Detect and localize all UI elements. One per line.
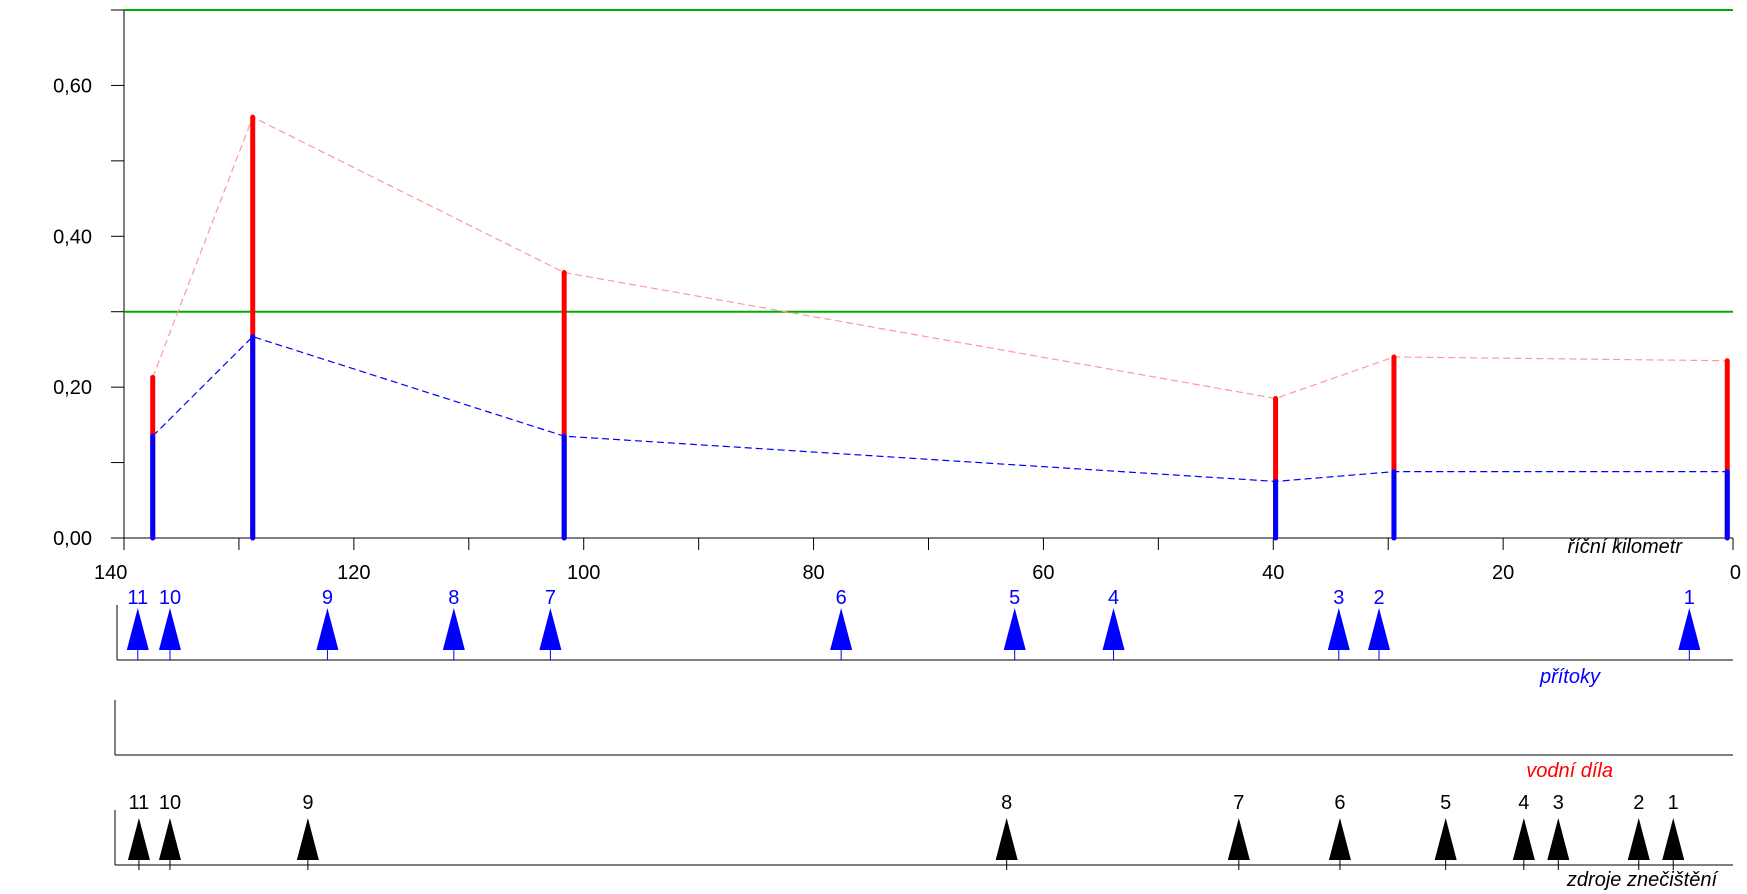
marker-triangle [158,608,181,650]
pollution-sources-label: zdroje znečištění [1566,869,1720,891]
x-tick-label: 80 [802,562,824,584]
marker-number: 10 [159,587,181,609]
marker-triangle [1627,818,1650,860]
y-tick-label: 0,60 [53,75,92,97]
water-works-label: vodní díla [1526,760,1613,782]
marker-number: 11 [129,792,150,814]
marker-number: 4 [1108,587,1119,609]
marker-triangle [127,818,150,860]
y-tick-label: 0,00 [53,528,92,550]
marker-triangle [1327,608,1350,650]
marker-number: 6 [836,587,847,609]
marker-triangle [442,608,465,650]
marker-triangle [1368,608,1391,650]
marker-number: 4 [1518,792,1529,814]
plot-frame [123,10,1733,539]
marker-number: 5 [1440,792,1451,814]
marker-number: 8 [448,587,459,609]
marker-triangle [1227,818,1250,860]
marker-number: 9 [322,587,333,609]
marker-triangle [1662,818,1685,860]
water-works-track [114,700,1733,756]
marker-triangle [126,608,149,650]
limit-lines [124,9,1733,313]
marker-number: 5 [1009,587,1020,609]
marker-triangle [1102,608,1125,650]
x-tick-label: 40 [1262,562,1284,584]
tributaries-track: 11 10 9 8 7 6 5 4 3 2 1 [116,587,1733,661]
marker-triangle [830,608,853,650]
x-tick-label: 140 [94,562,127,584]
marker-triangle [158,818,181,860]
marker-number: 1 [1684,587,1695,609]
x-tick-label: 20 [1492,562,1514,584]
marker-number: 2 [1373,587,1384,609]
marker-number: 3 [1333,587,1344,609]
x-axis-label: říční kilometr [1568,536,1684,558]
marker-triangle [1512,818,1535,860]
bars [150,114,1730,541]
x-tick-label: 120 [337,562,370,584]
marker-triangle [296,818,319,860]
series-line [152,335,1728,483]
marker-triangle [1434,818,1457,860]
marker-number: 2 [1633,792,1644,814]
y-tick-label: 0,20 [53,377,92,399]
y-axis: 0,00 0,20 0,40 0,60 [53,9,124,550]
marker-triangle [316,608,339,650]
x-tick-label: 60 [1032,562,1054,584]
marker-triangle [1003,608,1026,650]
marker-number: 3 [1553,792,1564,814]
marker-triangle [1328,818,1351,860]
marker-triangle [539,608,562,650]
marker-number: 1 [1668,792,1679,814]
marker-number: 9 [302,792,313,814]
marker-number: 10 [159,792,181,814]
marker-triangle [1547,818,1570,860]
marker-number: 6 [1334,792,1345,814]
marker-number: 11 [127,587,148,609]
marker-number: 8 [1001,792,1012,814]
series-line [152,116,1728,400]
pollution-sources-track: 11 10 9 8 7 6 5 4 3 2 1 [114,792,1733,870]
series-lines [152,116,1728,483]
y-tick-label: 0,40 [53,226,92,248]
marker-triangle [1678,608,1701,650]
x-tick-label: 100 [567,562,600,584]
tributaries-label: přítoky [1539,666,1601,688]
x-axis: 140 120 100 80 60 40 20 0 [94,538,1741,584]
marker-number: 7 [1233,792,1244,814]
marker-number: 7 [545,587,556,609]
marker-triangle [995,818,1018,860]
x-tick-label: 0 [1730,562,1741,584]
